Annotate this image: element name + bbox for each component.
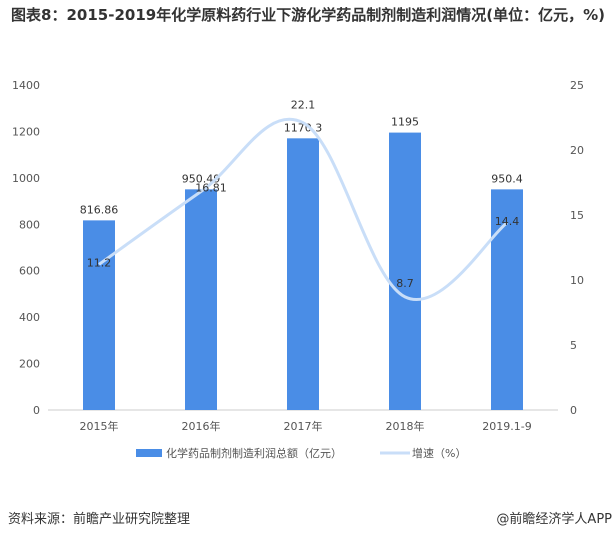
y-left-tick: 0 — [33, 404, 40, 417]
line-label: 22.1 — [291, 99, 316, 112]
line-label: 11.2 — [87, 256, 112, 269]
bar-label: 816.86 — [80, 203, 119, 216]
line-label: 14.4 — [495, 215, 520, 228]
bar — [491, 189, 523, 410]
bar-label: 950.4 — [491, 172, 523, 185]
x-tick: 2019.1-9 — [482, 420, 531, 433]
bar — [83, 220, 115, 410]
y-right-tick: 0 — [570, 404, 577, 417]
x-tick: 2016年 — [182, 419, 221, 433]
credit-note: @前瞻经济学人APP — [496, 512, 612, 527]
y-right-tick: 25 — [570, 79, 584, 92]
y-left-tick: 1000 — [12, 172, 40, 185]
y-left-tick: 400 — [19, 311, 40, 324]
line-label: 16.81 — [195, 181, 227, 194]
legend-line-label: 增速（%） — [412, 446, 466, 460]
y-left-tick: 200 — [19, 358, 40, 371]
y-right-tick: 5 — [570, 339, 577, 352]
legend-bar-swatch — [136, 449, 162, 457]
y-left-tick: 800 — [19, 218, 40, 231]
bar-label: 1195 — [391, 116, 419, 129]
growth-line — [98, 117, 508, 301]
y-left-tick: 600 — [19, 265, 40, 278]
y-left-tick: 1200 — [12, 125, 40, 138]
bar — [389, 132, 421, 410]
line-label: 8.7 — [396, 277, 414, 290]
x-tick: 2018年 — [386, 419, 425, 433]
x-tick: 2017年 — [284, 419, 323, 433]
legend-bar-label: 化学药品制剂制造利润总额（亿元） — [166, 446, 342, 460]
bar — [185, 189, 217, 410]
chart-title: 图表8：2015-2019年化学原料药行业下游化学药品制剂制造利润情况(单位：亿… — [11, 6, 605, 24]
source-note: 资料来源：前瞻产业研究院整理 — [8, 512, 191, 527]
y-right-tick: 10 — [570, 274, 584, 287]
y-right-tick: 20 — [570, 144, 584, 157]
y-left-tick: 1400 — [12, 79, 40, 92]
y-right-tick: 15 — [570, 209, 584, 222]
bar — [287, 138, 319, 410]
x-tick: 2015年 — [80, 419, 119, 433]
